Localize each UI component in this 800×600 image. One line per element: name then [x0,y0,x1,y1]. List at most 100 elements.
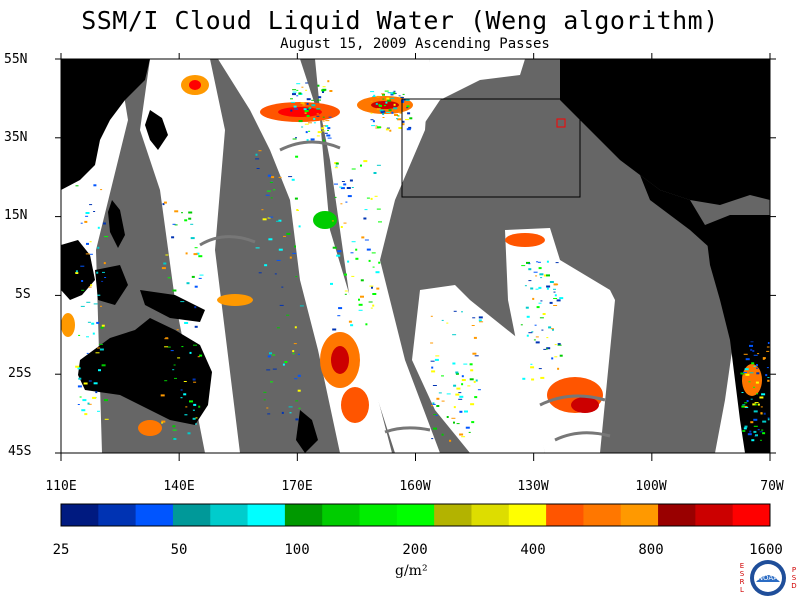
cloud-water-pixel [749,372,754,374]
cloud-water-pixel [281,286,284,288]
colorbar-label-200: 200 [402,542,428,558]
cloud-water-pixel [744,368,749,371]
cloud-water-pixel [751,362,755,365]
cloud-water-pixel [85,212,90,214]
cloud-water-pixel [369,285,374,287]
cloud-water-pixel [181,212,183,214]
cloud-water-pixel [435,415,438,416]
cloud-water-pixel [170,350,174,352]
cloud-water-pixel [388,109,392,112]
cloud-water-pixel [104,236,109,238]
cloud-water-pixel [298,407,301,409]
cloud-water-pixel [325,125,329,127]
cloud-water-pixel [759,396,764,399]
cloud-water-pixel [403,99,406,101]
cloud-water-pixel [101,364,106,367]
cloud-water-pixel [263,399,266,401]
cloud-water-pixel [344,293,347,295]
cloud-water-pixel [98,369,101,372]
cloud-water-pixel [186,282,190,285]
cloud-water-pixel [88,380,92,382]
cloud-water-pixel [382,110,386,113]
cloud-water-pixel [751,439,755,442]
cloud-water-pixel [321,127,325,130]
cloud-water-pixel [520,324,523,326]
cloud-water-pixel [461,379,466,381]
cloud-water-pixel [296,209,299,211]
cloud-water-pixel [295,155,299,158]
cloud-water-pixel [370,119,374,121]
cloud-water-pixel [461,311,463,313]
cloud-water-pixel [327,129,329,131]
cloud-water-pixel [88,286,92,288]
cloud-water-pixel [366,248,371,251]
cloud-water-pixel [316,115,320,117]
cloud-water-pixel [188,211,193,214]
cloud-water-pixel [295,400,299,402]
cloud-water-pixel [93,382,98,385]
cloud-water-pixel [340,203,343,205]
cloud-water-pixel [430,360,435,362]
cloud-water-pixel [198,405,201,408]
cloud-water-pixel [309,106,312,109]
cloud-water-pixel [553,291,556,293]
cloud-water-pixel [554,344,557,346]
cloud-water-pixel [533,339,536,341]
location-marker [556,118,566,128]
cloud-water-pixel [441,433,444,436]
cloud-water-pixel [459,433,464,436]
cloud-water-pixel [755,434,758,437]
cloud-water-pixel [441,319,444,321]
cloud-water-pixel [752,403,757,406]
cloud-water-pixel [752,350,755,352]
cloud-water-pixel [295,418,299,421]
cloud-water-pixel [441,375,444,377]
cloud-water-pixel [99,348,104,351]
cloud-water-pixel [89,241,92,243]
cloud-water-pixel [382,98,385,100]
cloud-water-pixel [389,129,392,132]
cloud-water-pixel [766,367,769,369]
cloud-water-pixel [189,351,192,354]
cloud-water-pixel [322,120,325,122]
cloud-water-pixel [328,116,332,118]
colorbar-swatch [508,504,547,526]
cloud-water-pixel [351,187,354,188]
cloud-water-pixel [744,402,748,404]
cloud-water-pixel [762,358,765,360]
cloud-water-pixel [393,90,396,92]
cloud-water-pixel [292,350,295,353]
cloud-water-pixel [288,176,293,178]
cloud-water-pixel [80,222,83,224]
cloud-water-pixel [317,84,320,87]
cloud-water-pixel [343,222,347,224]
cloud-water-pixel [294,378,298,380]
cloud-water-pixel [256,168,260,169]
cloud-water-pixel [402,120,405,123]
cloud-water-pixel [459,410,463,413]
cloud-water-pixel [87,321,91,323]
cloud-water-pixel [174,224,178,226]
cloud-water-pixel [534,324,537,326]
cloud-water-pixel [183,381,187,382]
cloud-water-pixel [396,118,398,120]
cloud-water-pixel [294,245,296,248]
cloud-water-pixel [538,302,542,304]
colorbar-swatch [172,504,211,526]
cloud-water-pixel [556,299,561,302]
cloud-water-pixel [267,355,271,358]
cloud-water-pixel [409,117,413,120]
cloud-water-pixel [198,255,203,258]
swath-2 [140,59,240,453]
cloud-water-pixel [750,341,754,343]
cloud-water-pixel [98,343,103,345]
japan [145,110,168,150]
cloud-water-pixel [756,393,759,395]
cloud-water-pixel [327,80,330,83]
cloud-water-pixel [78,334,81,336]
cloud-water-pixel [304,112,307,114]
cloud-water-pixel [310,138,315,141]
lat-label-55n: 55N [4,52,28,67]
cloud-water-pixel [453,406,456,409]
cloud-water-pixel [337,250,342,253]
